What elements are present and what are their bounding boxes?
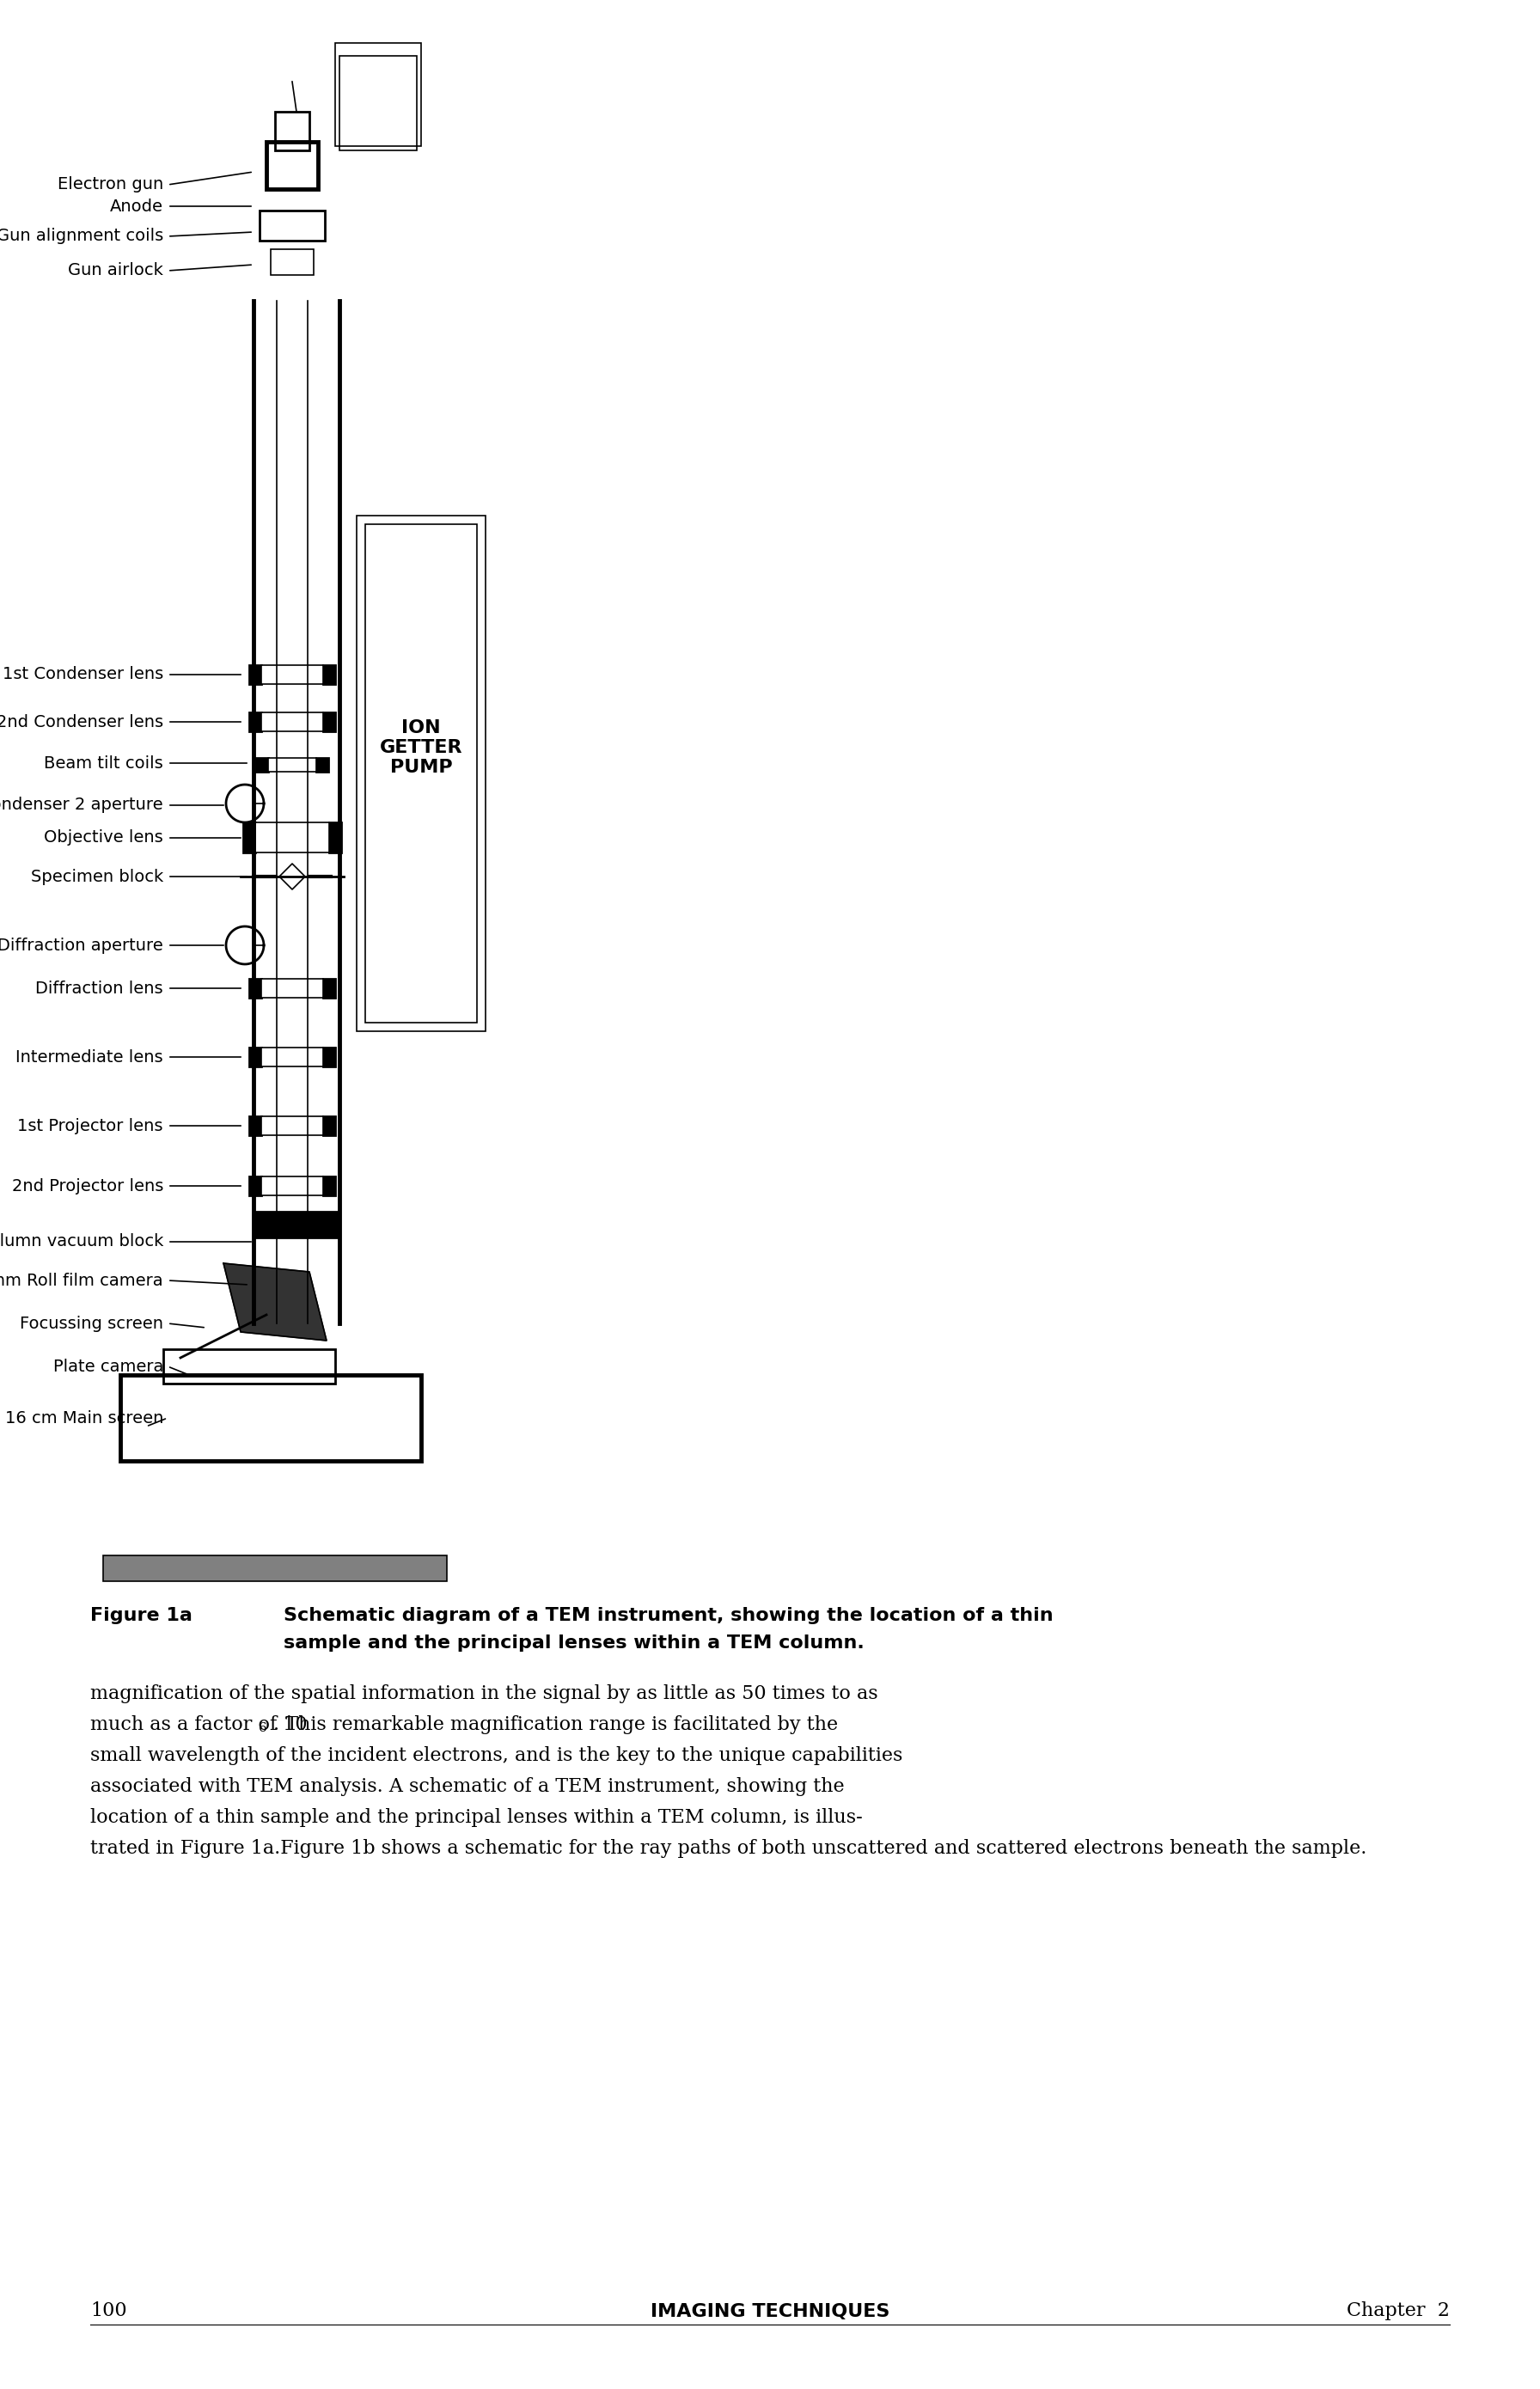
Text: small wavelength of the incident electrons, and is the key to the unique capabil: small wavelength of the incident electro… (91, 1746, 902, 1765)
Text: Schematic diagram of a TEM instrument, showing the location of a thin: Schematic diagram of a TEM instrument, s… (283, 1608, 1053, 1625)
Bar (262, 1175, 323, 1194)
Text: 1st Condenser lens: 1st Condenser lens (3, 667, 163, 683)
Text: Figure 1a: Figure 1a (91, 1608, 192, 1625)
Bar (249, 664, 262, 683)
Bar (243, 822, 256, 853)
Bar (330, 822, 342, 853)
Text: ION
GETTER
PUMP: ION GETTER PUMP (380, 719, 462, 776)
Text: 16 cm Main screen: 16 cm Main screen (5, 1410, 163, 1426)
Bar (271, 248, 314, 275)
Bar (357, 516, 485, 1032)
Bar (249, 979, 262, 999)
Bar (323, 712, 336, 731)
Text: Intermediate lens: Intermediate lens (15, 1049, 163, 1065)
Text: trated in Figure 1a.Figure 1b shows a schematic for the ray paths of both unscat: trated in Figure 1a.Figure 1b shows a sc… (91, 1840, 1366, 1859)
Bar (120, 1376, 420, 1462)
Text: magnification of the spatial information in the signal by as little as 50 times : magnification of the spatial information… (91, 1684, 878, 1703)
Text: Beam tilt coils: Beam tilt coils (45, 755, 163, 772)
Bar (103, 1555, 447, 1582)
Bar (262, 712, 323, 731)
Bar (249, 712, 262, 731)
Text: sample and the principal lenses within a TEM column.: sample and the principal lenses within a… (283, 1634, 864, 1651)
Text: . This remarkable magnification range is facilitated by the: . This remarkable magnification range is… (273, 1715, 838, 1734)
Text: 1st Projector lens: 1st Projector lens (17, 1118, 163, 1135)
Bar (323, 1175, 336, 1194)
Text: 35 mm Roll film camera: 35 mm Roll film camera (0, 1273, 163, 1288)
Bar (249, 1175, 262, 1194)
Text: Focussing screen: Focussing screen (20, 1316, 163, 1331)
Text: Anode: Anode (109, 198, 163, 215)
Text: Chapter  2: Chapter 2 (1348, 2301, 1449, 2320)
Text: Electron gun: Electron gun (57, 177, 163, 194)
Bar (268, 757, 316, 772)
Bar (339, 55, 417, 151)
Bar (262, 1116, 323, 1135)
Text: Specimen block: Specimen block (31, 867, 163, 884)
Bar (323, 979, 336, 999)
Bar (163, 1350, 336, 1383)
Bar (262, 664, 323, 683)
Text: 2nd Condenser lens: 2nd Condenser lens (0, 714, 163, 731)
Text: Diffraction aperture: Diffraction aperture (0, 936, 163, 953)
Bar (249, 1116, 262, 1135)
Text: much as a factor of 10: much as a factor of 10 (91, 1715, 308, 1734)
Bar (262, 979, 323, 999)
Text: 6: 6 (259, 1722, 266, 1734)
Text: Gun airlock: Gun airlock (68, 263, 163, 280)
Text: location of a thin sample and the principal lenses within a TEM column, is illus: location of a thin sample and the princi… (91, 1808, 862, 1828)
Bar (323, 1046, 336, 1065)
Bar (336, 43, 420, 146)
Bar (256, 822, 330, 853)
Text: IMAGING TECHNIQUES: IMAGING TECHNIQUES (650, 2303, 890, 2320)
Text: Objective lens: Objective lens (45, 829, 163, 846)
Bar (316, 757, 328, 772)
Bar (254, 1211, 339, 1238)
Bar (260, 210, 325, 241)
Text: 2nd Projector lens: 2nd Projector lens (12, 1178, 163, 1194)
Bar (256, 757, 268, 772)
Text: associated with TEM analysis. A schematic of a TEM instrument, showing the: associated with TEM analysis. A schemati… (91, 1777, 844, 1797)
Bar (323, 1116, 336, 1135)
Bar (323, 664, 336, 683)
Text: 100: 100 (91, 2301, 126, 2320)
Text: Column vacuum block: Column vacuum block (0, 1233, 163, 1249)
Text: Gun alignment coils: Gun alignment coils (0, 229, 163, 244)
Bar (276, 112, 310, 151)
Bar (266, 141, 317, 189)
Bar (365, 523, 477, 1022)
Polygon shape (223, 1264, 326, 1340)
Bar (262, 1046, 323, 1065)
Text: Condenser 2 aperture: Condenser 2 aperture (0, 798, 163, 812)
Text: Plate camera: Plate camera (52, 1359, 163, 1374)
Bar (249, 1046, 262, 1065)
Text: Diffraction lens: Diffraction lens (35, 979, 163, 996)
